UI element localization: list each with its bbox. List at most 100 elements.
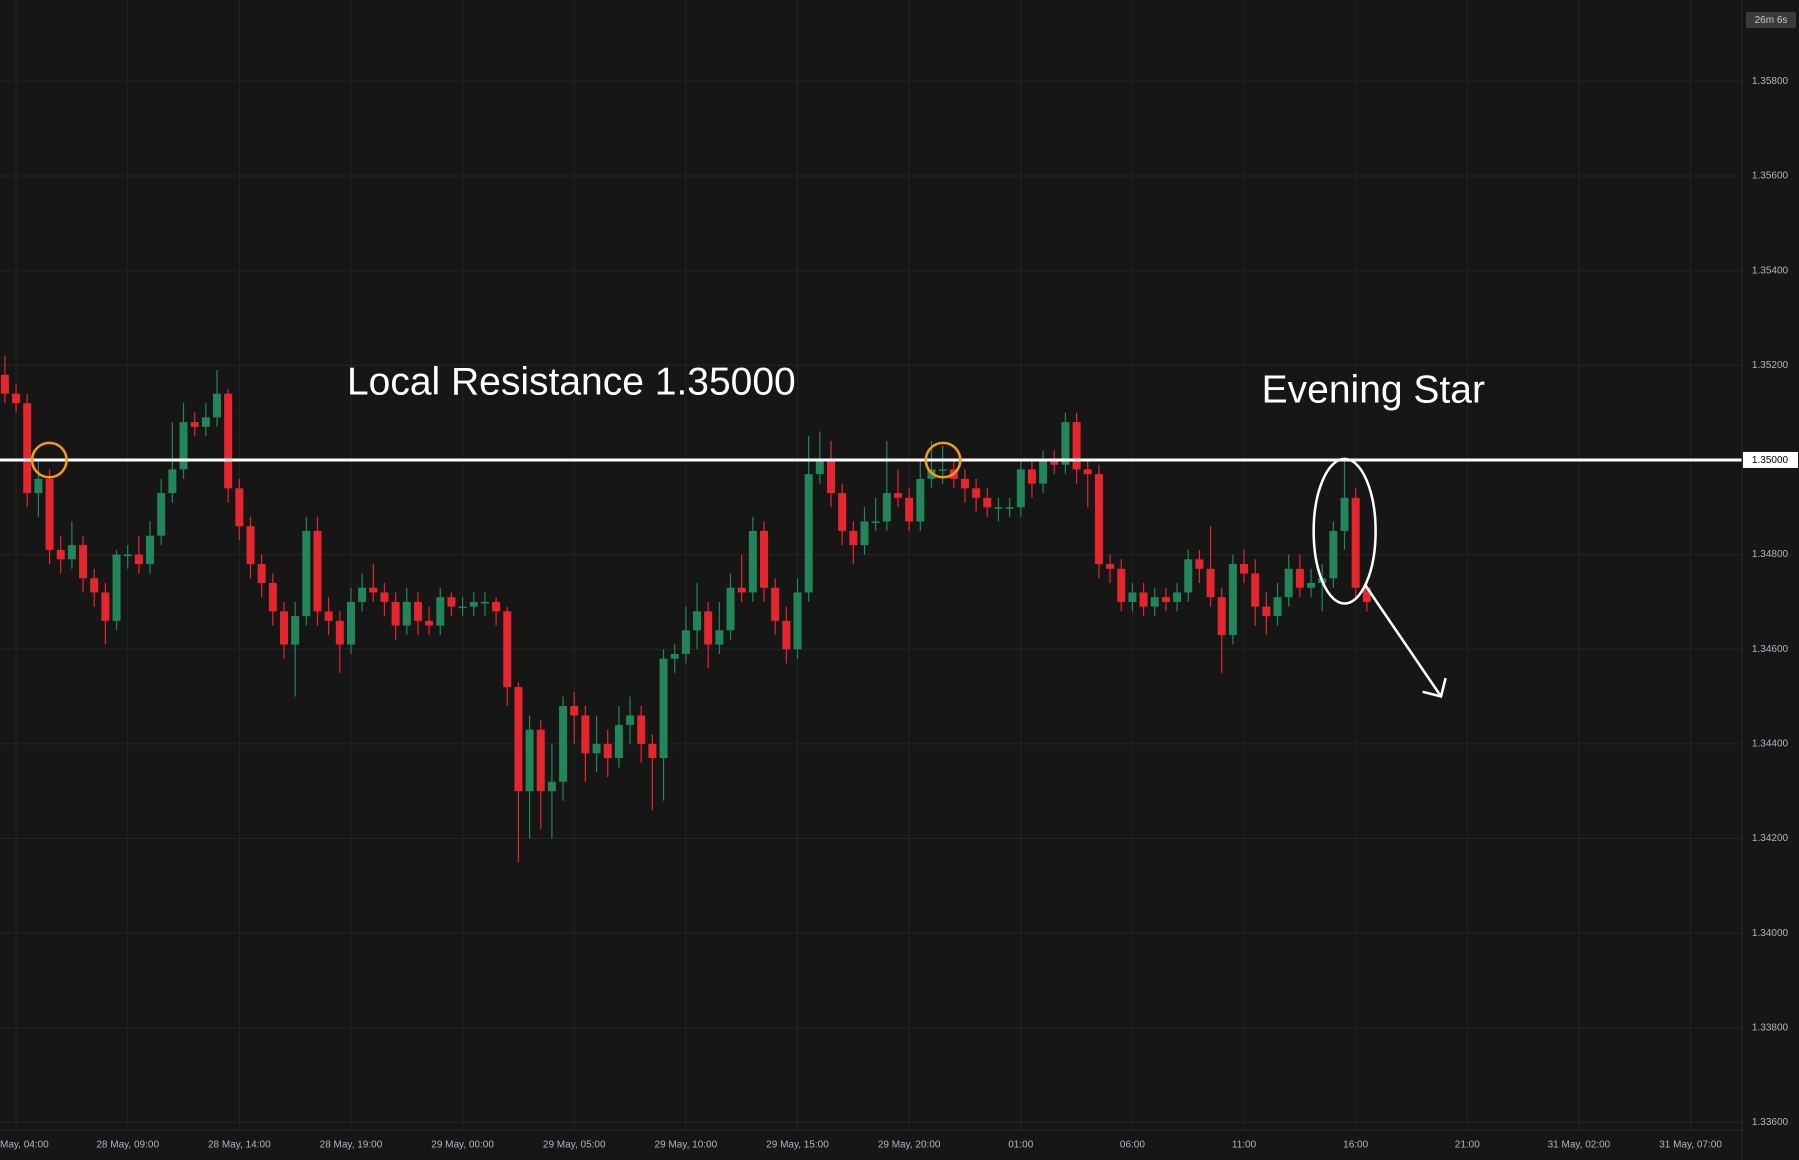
- candle-body: [648, 743, 657, 759]
- candle-body: [1295, 568, 1304, 588]
- candle-body: [748, 530, 757, 593]
- candle-body: [681, 630, 690, 654]
- candle-body: [1094, 474, 1103, 565]
- candle-body: [972, 488, 981, 498]
- candle-body: [760, 530, 769, 588]
- candle-body: [525, 729, 534, 792]
- candle-body: [570, 706, 579, 716]
- candle-body: [1351, 497, 1360, 588]
- candle-body: [815, 459, 824, 475]
- candle-body: [983, 497, 992, 508]
- x-tick-label: 29 May, 10:00: [655, 1140, 718, 1151]
- candle-body: [1150, 597, 1159, 607]
- annotation: Evening Star: [1262, 369, 1485, 412]
- candle-body: [179, 422, 188, 470]
- candle-body: [1106, 564, 1115, 569]
- candle-body: [291, 616, 300, 645]
- candle-body: [704, 611, 713, 645]
- pattern-ellipse: [1312, 457, 1377, 605]
- candle-body: [547, 781, 556, 792]
- y-tick-label: 1.35200: [1752, 360, 1789, 371]
- candle-body: [715, 630, 724, 645]
- candle-body: [1362, 587, 1371, 602]
- candle-body: [369, 587, 378, 593]
- candle-body: [1061, 422, 1070, 465]
- candle-body: [413, 601, 422, 621]
- candle-body: [1128, 592, 1137, 602]
- candle-body: [1251, 573, 1260, 607]
- candle-body: [916, 478, 925, 522]
- touch-circle: [924, 441, 962, 479]
- x-tick-label: 29 May, 15:00: [766, 1140, 829, 1151]
- candle-body: [938, 469, 947, 471]
- candle-body: [201, 417, 210, 427]
- candle-body: [346, 601, 355, 645]
- candle-body: [168, 469, 177, 494]
- candle-body: [838, 493, 847, 531]
- candle-body: [425, 620, 434, 626]
- candle-body: [559, 706, 568, 782]
- candle-body: [1005, 507, 1014, 509]
- candle-body: [324, 611, 333, 621]
- y-tick-label: 1.35800: [1752, 76, 1789, 87]
- candle-body: [737, 587, 746, 593]
- candle-body: [826, 459, 835, 494]
- candle-body: [56, 549, 65, 560]
- price-label: 1.35000: [1752, 455, 1789, 466]
- price-label-box: [1743, 451, 1798, 468]
- candle-body: [1217, 597, 1226, 636]
- candle-body: [1016, 469, 1025, 508]
- y-tick-label: 1.35400: [1752, 265, 1789, 276]
- candle-body: [726, 587, 735, 631]
- candle-body: [112, 554, 121, 621]
- candle-body: [1161, 597, 1170, 602]
- candle-body: [492, 601, 501, 612]
- candle-body: [1184, 559, 1193, 593]
- y-tick-label: 1.33800: [1752, 1022, 1789, 1033]
- candle-body: [436, 597, 445, 626]
- candle-body: [302, 530, 311, 617]
- candle-body: [146, 535, 155, 565]
- candle-body: [358, 587, 367, 602]
- candle-body: [536, 729, 545, 792]
- touch-circle: [30, 441, 68, 479]
- candle-body: [157, 493, 166, 536]
- candle-body: [45, 478, 54, 550]
- x-tick-label: May, 04:00: [0, 1140, 49, 1151]
- y-tick-label: 1.34800: [1752, 549, 1789, 560]
- candle-body: [659, 658, 668, 759]
- x-tick-label: 31 May, 02:00: [1548, 1140, 1611, 1151]
- candle-body: [893, 493, 902, 498]
- candle-body: [1284, 568, 1293, 598]
- candle-body: [905, 497, 914, 522]
- candle-body: [1072, 422, 1081, 470]
- candle-body: [1173, 592, 1182, 602]
- x-tick-label: 16:00: [1343, 1140, 1368, 1151]
- candle-body: [1195, 559, 1204, 569]
- candles: [0, 355, 1371, 863]
- candle-body: [402, 601, 411, 626]
- timer-badge: [1746, 12, 1796, 28]
- x-tick-label: 29 May, 05:00: [543, 1140, 606, 1151]
- candle-body: [1240, 564, 1249, 574]
- y-tick-label: 1.34000: [1752, 928, 1789, 939]
- candle-body: [90, 578, 99, 593]
- candle-body: [793, 592, 802, 650]
- candle-body: [447, 597, 456, 607]
- candle-body: [693, 611, 702, 631]
- candle-body: [34, 478, 43, 494]
- y-tick-label: 1.34200: [1752, 833, 1789, 844]
- candle-body: [603, 743, 612, 759]
- x-tick-label: 28 May, 14:00: [208, 1140, 271, 1151]
- candle-body: [1039, 459, 1048, 484]
- candle-body: [1050, 459, 1059, 465]
- candle-body: [1329, 530, 1338, 579]
- y-tick-label: 1.35600: [1752, 171, 1789, 182]
- candle-body: [1307, 582, 1316, 588]
- candle-body: [637, 715, 646, 744]
- candle-body: [246, 526, 255, 565]
- candle-body: [1027, 469, 1036, 484]
- candle-body: [123, 554, 132, 557]
